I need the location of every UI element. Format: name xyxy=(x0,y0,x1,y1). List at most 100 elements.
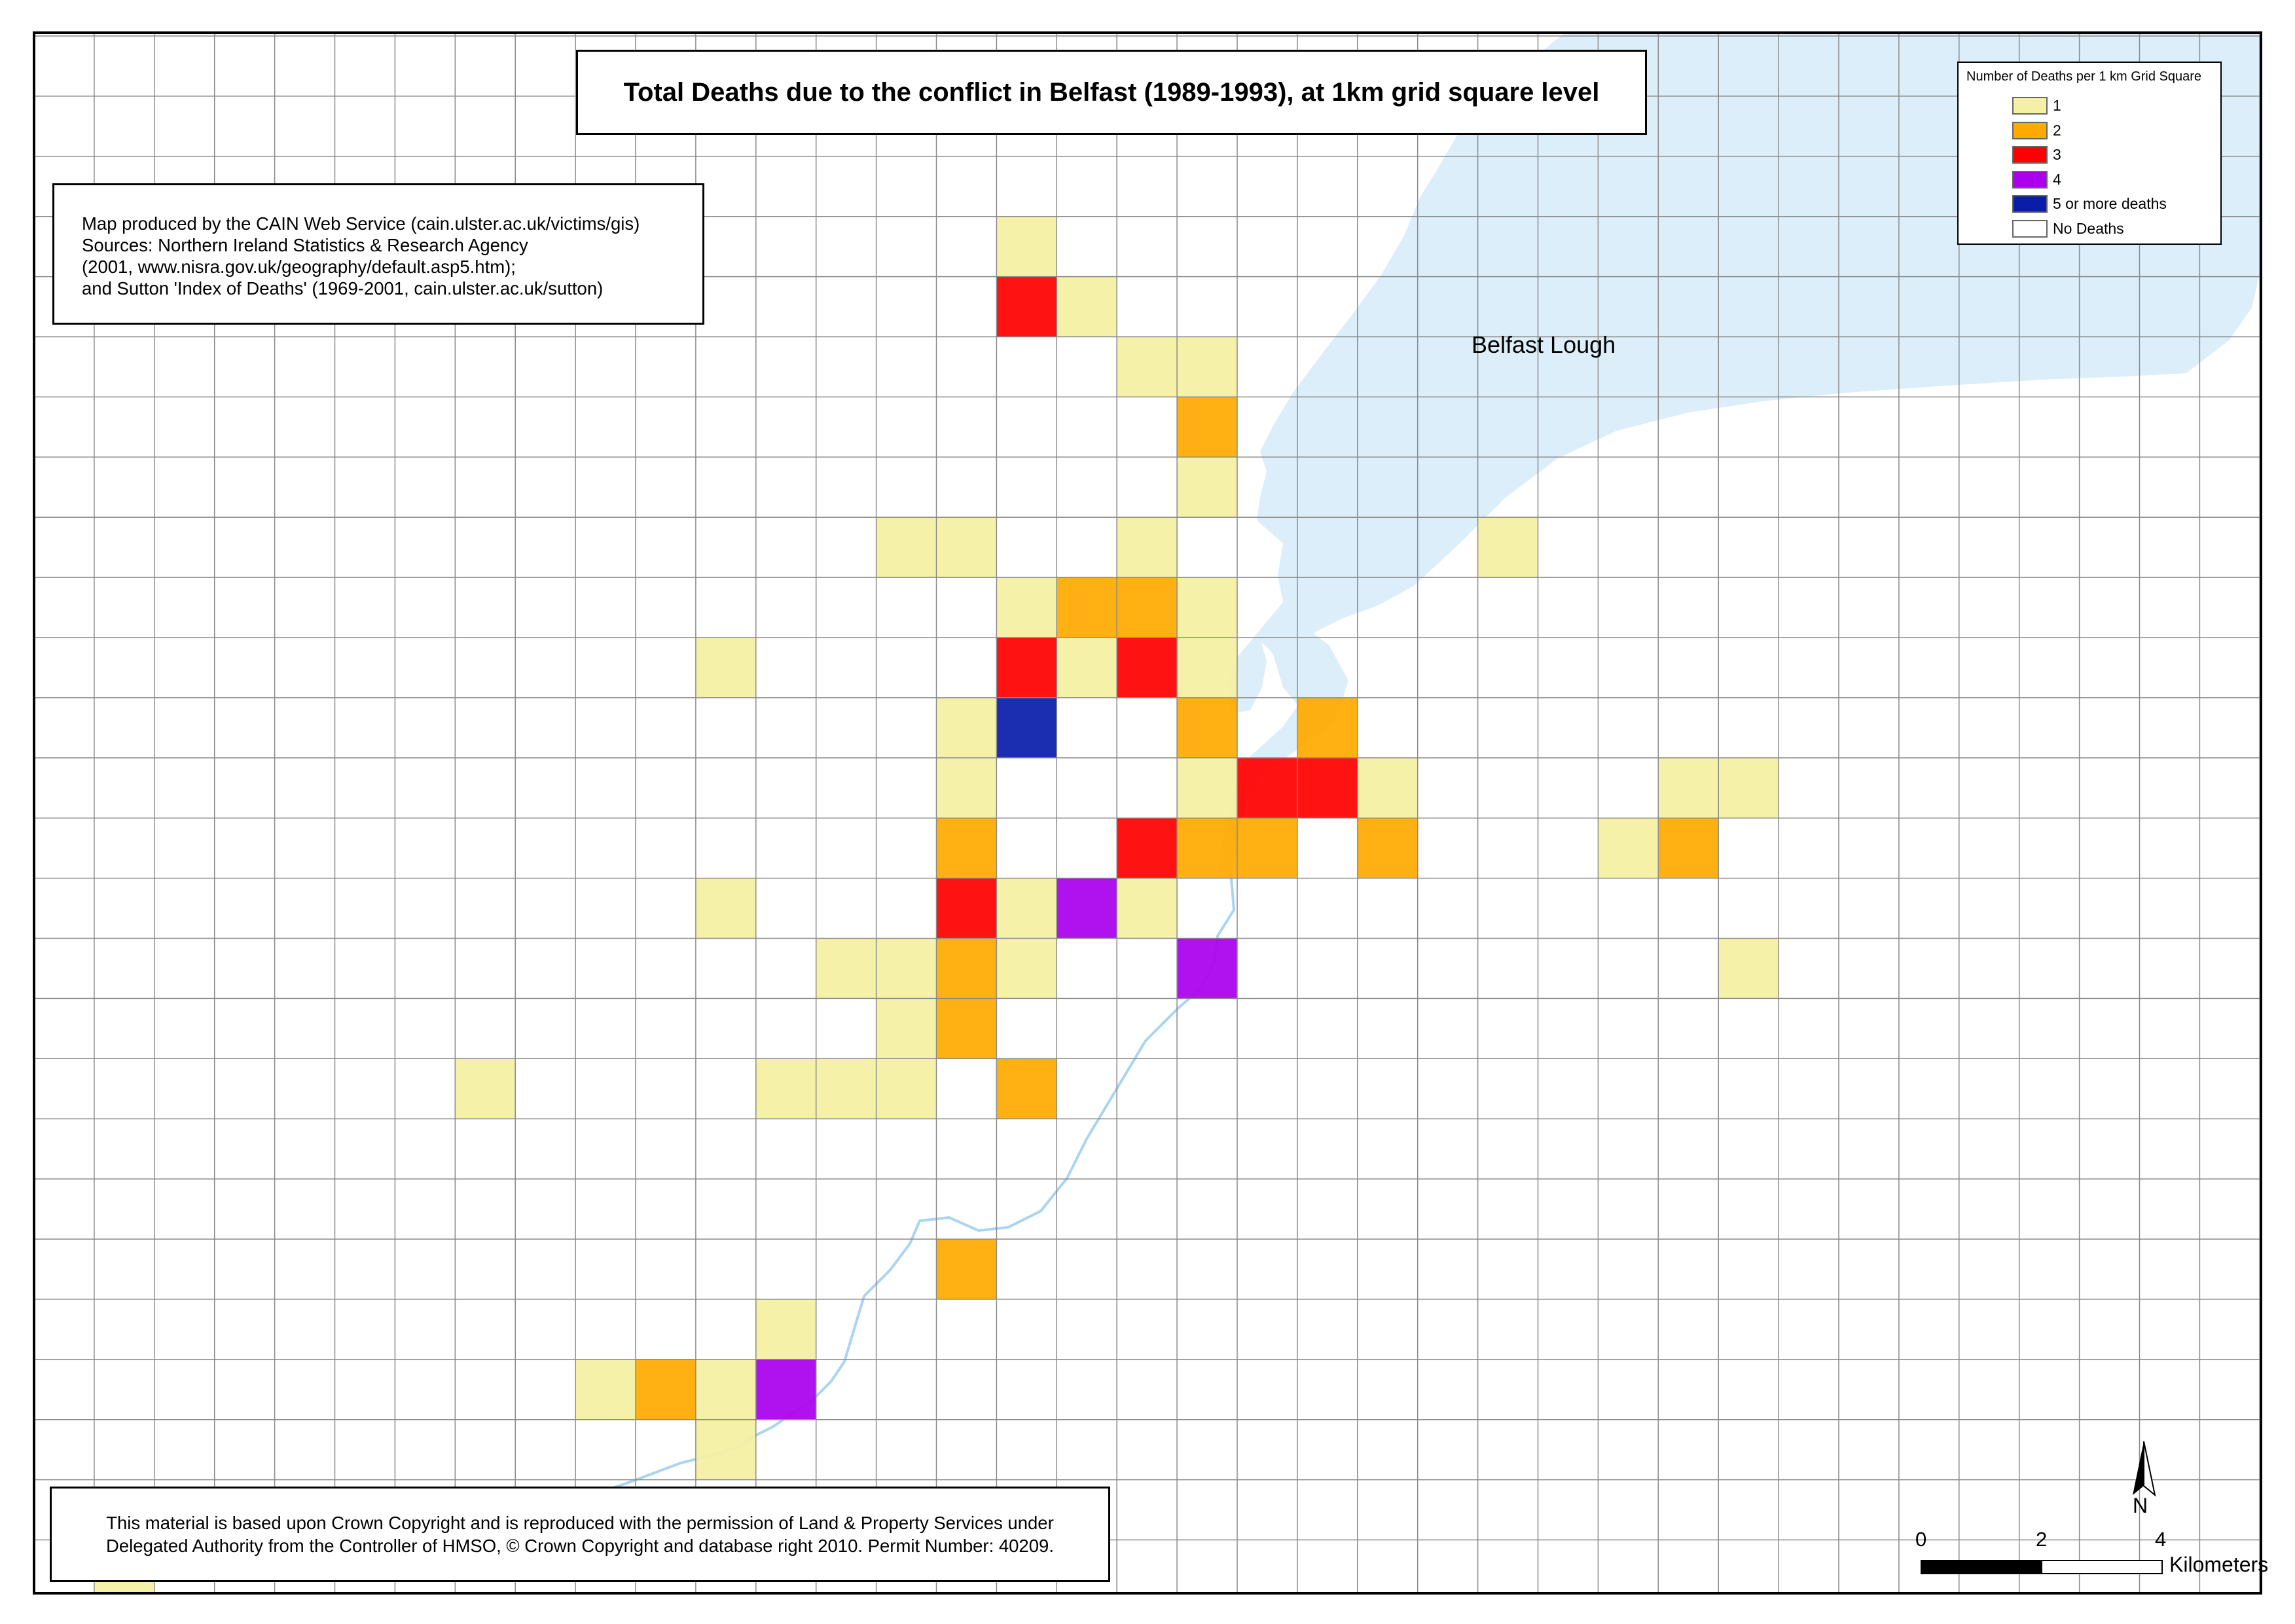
grid-cell-deaths-4 xyxy=(1177,938,1237,999)
grid-cell-deaths-2 xyxy=(1237,818,1297,878)
grid-cell-deaths-2 xyxy=(936,998,997,1059)
grid-cell-deaths-1 xyxy=(695,1359,756,1420)
grid-cell-deaths-1 xyxy=(695,638,756,698)
copyright-box: This material is based upon Crown Copyri… xyxy=(50,1487,1110,1582)
grid-cell-deaths-1 xyxy=(1718,757,1779,818)
grid-cell-deaths-4 xyxy=(1057,878,1117,939)
grid-cell-deaths-2 xyxy=(936,938,997,999)
copyright-line: This material is based upon Crown Copyri… xyxy=(106,1513,1054,1533)
grid-cell-deaths-1 xyxy=(876,517,937,578)
grid-cell-deaths-1 xyxy=(936,517,997,578)
grid-cell-deaths-2 xyxy=(1057,577,1117,638)
grid-cell-deaths-1 xyxy=(575,1359,636,1420)
legend-item: 2 xyxy=(1966,118,2220,143)
legend-item: 1 xyxy=(1966,94,2220,118)
legend-swatch xyxy=(2012,170,2048,189)
grid-cell-deaths-2 xyxy=(1297,697,1358,758)
credit-box: Map produced by the CAIN Web Service (ca… xyxy=(52,183,704,325)
scale-tick-label: 0 xyxy=(1915,1528,1927,1551)
credit-line: and Sutton 'Index of Deaths' (1969-2001,… xyxy=(82,278,604,298)
legend-swatch xyxy=(2012,219,2048,238)
grid-cell-deaths-3 xyxy=(1297,757,1358,818)
legend-swatch xyxy=(2012,97,2048,115)
grid-cell-deaths-1 xyxy=(816,938,876,999)
grid-cell-deaths-1 xyxy=(816,1058,876,1119)
legend-swatch xyxy=(2012,146,2048,164)
grid-cell-deaths-1 xyxy=(876,1058,937,1119)
grid-cell-deaths-1 xyxy=(1357,757,1418,818)
grid-cell-deaths-3 xyxy=(996,638,1057,698)
grid-cell-deaths-2 xyxy=(1177,397,1237,458)
belfast-lough-label: Belfast Lough xyxy=(1472,331,1616,358)
legend-label: No Deaths xyxy=(2053,219,2124,237)
grid-cell-deaths-1 xyxy=(996,216,1057,277)
grid-cell-deaths-1 xyxy=(936,697,997,758)
scale-units-label: Kilometers xyxy=(2169,1553,2269,1576)
grid-cell-deaths-1 xyxy=(996,577,1057,638)
grid-cell-deaths-1 xyxy=(1177,577,1237,638)
km-gridlines xyxy=(34,33,2261,1593)
grid-cell-deaths-3 xyxy=(996,276,1057,337)
grid-cell-deaths-1 xyxy=(755,1299,816,1360)
title-box: Total Deaths due to the conflict in Belf… xyxy=(576,50,1647,135)
grid-cell-deaths-1 xyxy=(936,757,997,818)
grid-cell-deaths-1 xyxy=(1177,757,1237,818)
grid-cell-deaths-1 xyxy=(996,938,1057,999)
death-cells xyxy=(94,216,1779,1593)
grid-cell-deaths-2 xyxy=(936,1239,997,1299)
grid-cell-deaths-1 xyxy=(996,878,1057,939)
grid-cell-deaths-1 xyxy=(876,998,937,1059)
grid-cell-deaths-3 xyxy=(1237,757,1297,818)
legend-label: 2 xyxy=(2053,121,2061,139)
legend-label: 3 xyxy=(2053,146,2061,164)
legend: Number of Deaths per 1 km Grid Square 1 … xyxy=(1957,62,2222,245)
credit-line: (2001, www.nisra.gov.uk/geography/defaul… xyxy=(82,257,516,277)
grid-cell-deaths-1 xyxy=(1658,757,1719,818)
grid-cell-deaths-1 xyxy=(695,878,756,939)
grid-cell-deaths-1 xyxy=(1177,336,1237,397)
grid-cell-deaths-1 xyxy=(1117,878,1178,939)
north-label: N xyxy=(2133,1494,2148,1517)
credit-line: Sources: Northern Ireland Statistics & R… xyxy=(82,235,528,255)
legend-swatch xyxy=(2012,121,2048,139)
grid-cell-deaths-2 xyxy=(1357,818,1418,878)
credit-line: Map produced by the CAIN Web Service (ca… xyxy=(82,213,640,234)
grid-cell-deaths-2 xyxy=(936,818,997,878)
grid-cell-deaths-4 xyxy=(755,1359,816,1420)
grid-cell-deaths-2 xyxy=(1658,818,1719,878)
grid-cell-deaths-1 xyxy=(1177,457,1237,518)
copyright-line: Delegated Authority from the Controller … xyxy=(106,1536,1054,1556)
scale-tick-label: 2 xyxy=(2036,1528,2048,1551)
grid-cell-deaths-3 xyxy=(1117,818,1178,878)
grid-cell-deaths-1 xyxy=(455,1058,516,1119)
scale-bar xyxy=(1921,1560,2163,1574)
grid-cell-deaths-1 xyxy=(1477,517,1538,578)
grid-cell-deaths-2 xyxy=(636,1359,696,1420)
grid-cell-deaths-1 xyxy=(755,1058,816,1119)
legend-item: 4 xyxy=(1966,168,2220,192)
grid-cell-deaths-1 xyxy=(1117,336,1178,397)
legend-label: 1 xyxy=(2053,97,2061,115)
grid-cell-deaths-1 xyxy=(1057,276,1117,337)
grid-cell-deaths-1 xyxy=(1598,818,1659,878)
grid-cell-deaths-2 xyxy=(1177,697,1237,758)
grid-cell-deaths-3 xyxy=(1117,638,1178,698)
legend-item: 3 xyxy=(1966,143,2220,168)
legend-label: 5 or more deaths xyxy=(2053,195,2167,213)
grid-cell-deaths-1 xyxy=(876,938,937,999)
grid-cell-deaths-1 xyxy=(1718,938,1779,999)
grid-cell-deaths-5 xyxy=(996,697,1057,758)
grid-cell-deaths-2 xyxy=(1177,818,1237,878)
legend-item: 5 or more deaths xyxy=(1966,192,2220,217)
legend-title: Number of Deaths per 1 km Grid Square xyxy=(1966,69,2202,84)
legend-label: 4 xyxy=(2053,170,2061,188)
map-frame xyxy=(33,31,2262,1595)
grid-cell-deaths-3 xyxy=(936,878,997,939)
map-title: Total Deaths due to the conflict in Belf… xyxy=(623,77,1600,107)
grid-cell-deaths-2 xyxy=(996,1058,1057,1119)
grid-cell-deaths-1 xyxy=(1117,517,1178,578)
legend-item: No Deaths xyxy=(1966,217,2220,242)
scale-tick-label: 4 xyxy=(2155,1528,2167,1551)
north-arrow-icon xyxy=(2133,1441,2156,1497)
grid-cell-deaths-2 xyxy=(1117,577,1178,638)
